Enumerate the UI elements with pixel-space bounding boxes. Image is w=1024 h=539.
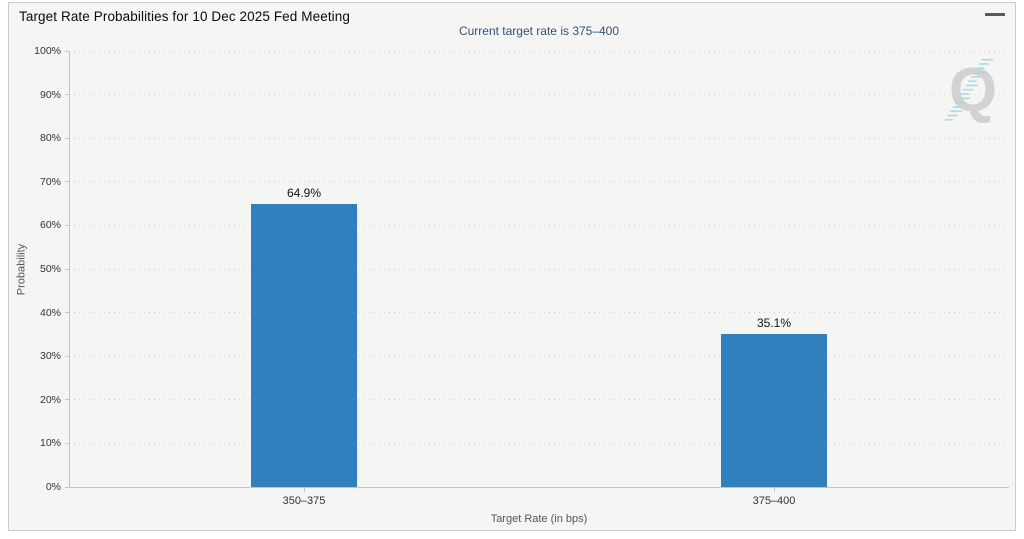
chart-title: Target Rate Probabilities for 10 Dec 202… [19, 9, 350, 24]
y-gridline [69, 355, 1009, 357]
y-axis-tick [65, 355, 69, 357]
y-axis-tick-label: 0% [45, 481, 61, 493]
y-gridline [69, 442, 1009, 444]
y-axis-tick [65, 50, 69, 52]
y-axis-line [69, 51, 70, 487]
x-axis-title: Target Rate (in bps) [490, 513, 588, 525]
y-axis-tick [65, 486, 69, 488]
y-axis-tick-label: 80% [39, 132, 61, 145]
x-axis-tick-label: 350–375 [282, 495, 326, 507]
x-axis-tick [774, 488, 775, 492]
x-axis-tick [304, 488, 305, 492]
probability-bar-chart: 0% 10% 20% 30% 40% 50% 60% 70% 80% 90% 100% 64.9% 35… [9, 3, 1017, 532]
y-axis-tick [65, 137, 69, 139]
y-axis-tick-label: 60% [39, 219, 61, 232]
y-axis-title: Probability [15, 243, 28, 296]
watermark-letter: Q [949, 56, 997, 125]
y-gridline [69, 181, 1009, 183]
y-axis-tick-label: 50% [39, 263, 61, 275]
y-axis-tick [65, 399, 69, 401]
y-gridline [69, 224, 1009, 226]
y-axis-tick-label: 20% [39, 393, 61, 406]
x-axis-line [69, 487, 1009, 488]
current-target-rate-subtitle: Current target rate is 375–400 [458, 24, 620, 38]
bar-value-label: 64.9% [286, 186, 322, 201]
y-axis-tick [65, 312, 69, 314]
y-gridline [69, 50, 1009, 52]
probability-bar-375-400[interactable] [721, 333, 827, 487]
y-axis-tick [65, 442, 69, 444]
quikstrike-q-watermark: Q [945, 56, 997, 125]
y-axis-tick-label: 90% [39, 88, 61, 101]
y-axis-tick [65, 181, 69, 183]
y-axis-tick-label: 100% [34, 45, 61, 57]
x-axis-tick-label: 375–400 [752, 495, 796, 507]
y-gridline [69, 312, 1009, 314]
y-gridline [69, 399, 1009, 401]
y-axis-tick-label: 70% [39, 175, 61, 188]
y-axis-tick [65, 268, 69, 270]
bar-value-label: 35.1% [756, 315, 792, 330]
y-axis-tick [65, 224, 69, 226]
y-axis-tick-label: 10% [39, 437, 61, 450]
y-axis-tick [65, 94, 69, 96]
y-gridline [69, 268, 1009, 270]
y-axis-tick-label: 30% [39, 350, 61, 363]
y-gridline [69, 94, 1009, 96]
y-gridline [69, 137, 1009, 139]
chart-menu-button[interactable] [985, 13, 1005, 28]
probability-bar-350-375[interactable] [251, 204, 357, 487]
y-axis-tick-label: 40% [39, 306, 61, 319]
chart-card: Target Rate Probabilities for 10 Dec 202… [8, 2, 1016, 531]
